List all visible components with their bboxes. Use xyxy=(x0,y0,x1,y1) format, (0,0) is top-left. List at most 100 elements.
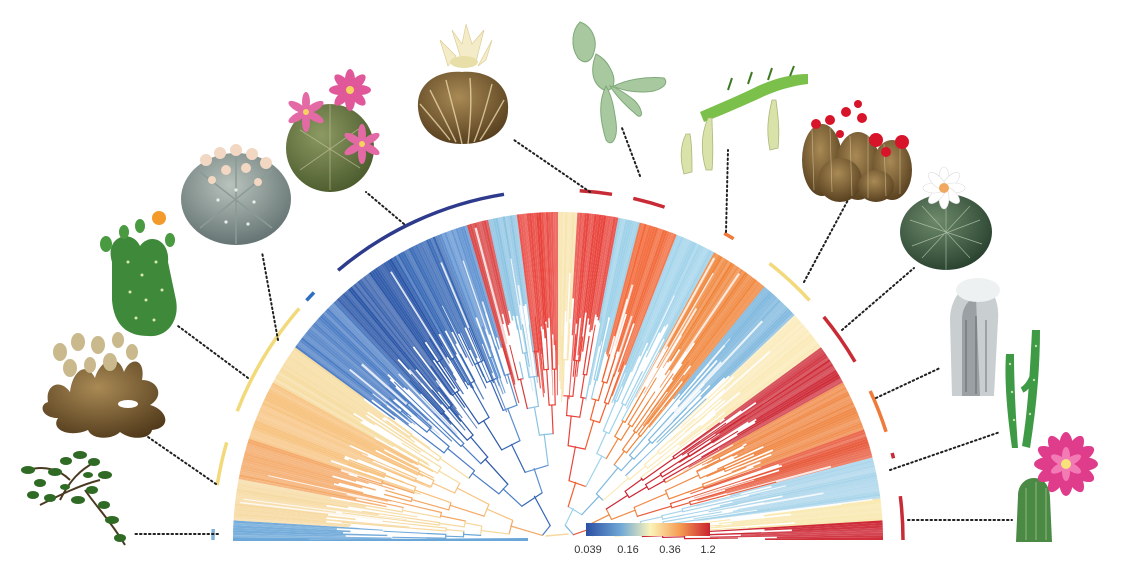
tree-branch xyxy=(460,442,465,447)
tip-wedge xyxy=(594,220,636,385)
tip-wedge xyxy=(566,212,573,322)
tree-branch xyxy=(480,529,510,535)
tree-branch xyxy=(482,326,502,379)
tree-branch xyxy=(389,398,412,417)
tree-branch xyxy=(610,509,636,521)
tree-branch xyxy=(706,445,743,464)
tip-wedge xyxy=(633,230,668,324)
tree-branch xyxy=(440,411,445,415)
tip-wedge xyxy=(469,223,516,385)
tree-branch xyxy=(637,407,660,436)
tree-branch xyxy=(647,391,656,403)
tip-wedge xyxy=(233,525,351,533)
tip-wedge xyxy=(318,316,453,442)
clade-arc-c11 xyxy=(868,390,888,433)
tree-branch xyxy=(507,407,521,442)
tree-branch xyxy=(464,522,483,527)
tree-branch xyxy=(724,457,759,472)
tree-branch xyxy=(417,461,439,474)
tree-branch xyxy=(402,519,440,526)
tree-branch xyxy=(534,350,539,377)
tip-wedge xyxy=(277,371,362,423)
tree-branch xyxy=(528,375,539,378)
tree-branch xyxy=(613,384,621,401)
tip-wedge xyxy=(731,420,862,473)
tip-wedge xyxy=(526,213,545,394)
tip-wedge xyxy=(495,217,519,330)
tip-wedge xyxy=(258,411,374,462)
tip-wedge xyxy=(589,215,609,333)
tip-wedge xyxy=(295,345,396,420)
tip-wedge xyxy=(709,306,788,387)
branch-gap xyxy=(562,273,571,423)
tree-branch xyxy=(517,378,524,381)
tree-branch xyxy=(454,482,461,494)
tree-branch xyxy=(432,329,469,390)
tip-wedge xyxy=(724,329,809,402)
tip-wedge xyxy=(245,448,357,482)
tree-branch xyxy=(403,503,442,514)
tip-wedge xyxy=(707,520,883,533)
tree-branch xyxy=(592,324,596,338)
tip-wedge xyxy=(686,427,864,494)
tip-wedge xyxy=(680,318,800,429)
tree-branch xyxy=(610,373,615,386)
tip-wedge xyxy=(408,247,453,333)
tip-wedge xyxy=(457,227,487,314)
tree-branch xyxy=(567,506,583,516)
tree-branch xyxy=(596,431,607,455)
tree-branch xyxy=(410,497,413,503)
tree-branch xyxy=(664,474,700,492)
tree-branch xyxy=(405,402,410,407)
tree-branch xyxy=(722,451,757,468)
tree-branch xyxy=(694,511,722,517)
tree-branch xyxy=(444,429,462,447)
tree-branch xyxy=(482,420,503,451)
tip-wedge xyxy=(601,219,631,342)
tree-branch xyxy=(602,477,630,501)
tree-branch xyxy=(664,469,689,484)
tip-wedge xyxy=(389,258,443,347)
tree-branch xyxy=(504,372,512,376)
white-flower-globe-image xyxy=(900,166,992,270)
tip-wedge xyxy=(718,359,831,434)
tree-branch xyxy=(690,430,739,460)
tree-branch xyxy=(399,409,404,414)
tree-branch xyxy=(534,316,537,325)
tree-branch xyxy=(386,401,408,419)
tip-wedge xyxy=(724,320,802,391)
tip-wedge xyxy=(760,429,865,469)
tip-wedge xyxy=(543,212,550,319)
tree-branch xyxy=(643,463,649,469)
tip-wedge xyxy=(321,313,391,381)
tree-branch xyxy=(442,412,468,441)
tree-branch xyxy=(438,470,461,484)
branch-gap xyxy=(608,480,702,520)
tip-wedge xyxy=(643,257,725,395)
leader-line xyxy=(889,431,1001,471)
tree-branch xyxy=(526,405,540,410)
tree-branch xyxy=(540,330,545,371)
tip-wedge xyxy=(715,335,814,415)
tree-branch xyxy=(489,380,504,411)
tip-wedge xyxy=(624,235,682,374)
branch-gap xyxy=(452,344,524,477)
tree-branch xyxy=(679,414,707,438)
tip-wedge xyxy=(589,218,626,386)
tip-wedge xyxy=(771,417,861,456)
tree-branch xyxy=(619,328,643,386)
tip-wedge xyxy=(376,266,445,368)
tip-wedge xyxy=(285,359,424,452)
branch-gap xyxy=(390,271,492,433)
tip-wedge xyxy=(280,367,355,415)
tip-wedge xyxy=(568,212,585,400)
tree-branch xyxy=(448,502,452,511)
tree-branch xyxy=(624,490,630,499)
tree-branch xyxy=(533,468,543,494)
tip-wedge xyxy=(326,308,409,390)
tip-wedge xyxy=(536,212,546,339)
tree-branch xyxy=(607,375,620,405)
tree-branch xyxy=(422,436,445,454)
tip-wedge xyxy=(302,335,413,424)
